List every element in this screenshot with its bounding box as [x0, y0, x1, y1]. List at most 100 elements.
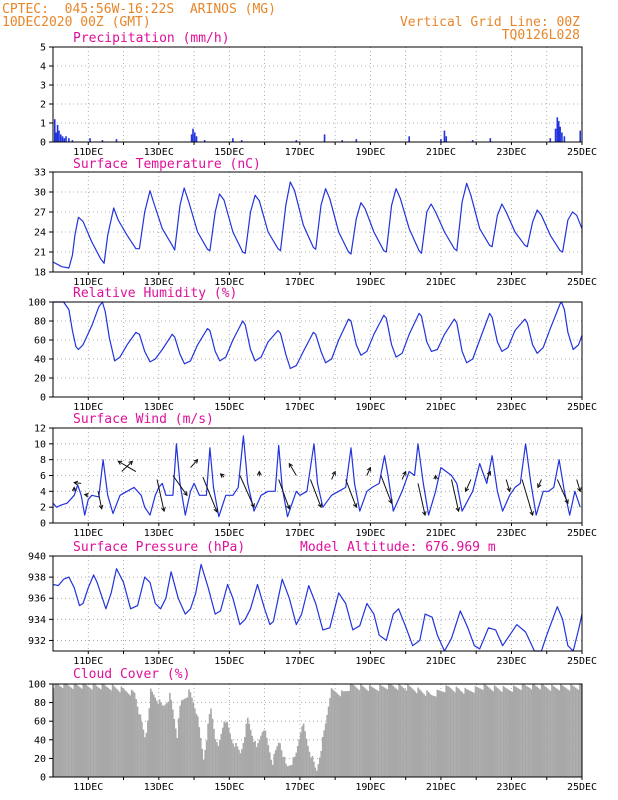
cloud-bar	[101, 684, 104, 777]
wind-arrow	[309, 479, 322, 508]
cloud-bar	[293, 756, 296, 777]
wind-arrow-head	[564, 499, 569, 505]
cloud-bar	[567, 689, 569, 777]
cloud-bar	[136, 706, 139, 777]
cloud-bar	[323, 730, 325, 777]
wind-arrow	[401, 471, 407, 480]
cloud-bar	[388, 684, 390, 777]
cloud-bar	[336, 693, 339, 777]
precip-frame	[52, 46, 583, 143]
cloud-bar	[305, 738, 308, 777]
cloud-bar	[211, 718, 214, 777]
cloud-bar	[166, 702, 168, 777]
wind-arrow	[156, 479, 165, 512]
cloud-bar	[505, 688, 508, 777]
press-series-line	[52, 563, 583, 652]
cloud-bar	[296, 746, 299, 777]
precip-bar	[554, 128, 557, 142]
cloud-bar	[352, 684, 355, 777]
cloud-bar	[188, 689, 190, 777]
cloud-ytick-label: 20	[34, 754, 46, 765]
cloud-bar	[329, 698, 331, 777]
cloud-bar	[579, 684, 581, 777]
cloud-bar	[511, 691, 514, 777]
wind-ytick-label: 4	[40, 487, 46, 498]
cloud-ytick-label: 80	[34, 698, 46, 709]
cloud-bar	[67, 685, 70, 777]
precip-bar	[192, 128, 194, 142]
wind-arrow-head	[577, 487, 582, 493]
precip-bar	[89, 138, 91, 142]
cloud-xtick-label: 17DEC	[285, 782, 315, 793]
cloud-bar	[197, 716, 199, 777]
cloud-bar	[564, 687, 566, 777]
press-ytick-label: 940	[28, 552, 46, 563]
cloud-bar	[55, 684, 58, 777]
cloud-bar	[576, 688, 578, 777]
precip-bar	[115, 139, 118, 142]
rh-xtick-label: 13DEC	[144, 402, 174, 413]
precip-bar	[579, 130, 582, 142]
cloud-bar	[80, 688, 83, 777]
temp-ytick-label: 21	[34, 248, 46, 259]
cloud-bar	[233, 746, 236, 777]
precip-bar	[65, 136, 67, 142]
cloud-bar	[69, 686, 71, 777]
wind-arrow	[202, 476, 218, 513]
cloud-bar	[392, 685, 395, 777]
cloud-bar	[161, 705, 164, 777]
cloud-bar	[202, 759, 205, 777]
cloud-bar	[210, 708, 212, 777]
cloud-bar	[426, 690, 428, 777]
cloud-bar	[285, 763, 287, 777]
cloud-bar	[244, 737, 246, 777]
cloud-bar	[433, 696, 436, 777]
cloud-bar	[214, 739, 217, 777]
precip-bar	[61, 136, 64, 142]
cloud-bar	[258, 739, 261, 777]
cloud-bar	[437, 690, 440, 777]
cloud-bar	[363, 687, 365, 777]
press-xtick-label: 25DEC	[567, 656, 597, 667]
cloud-bar	[440, 691, 443, 777]
cloud-bar	[183, 698, 186, 777]
rh-xtick-label: 19DEC	[355, 402, 385, 413]
cloud-bar	[504, 687, 506, 777]
precip-bar	[295, 140, 298, 142]
wind-arrow	[486, 471, 491, 480]
cloud-bar	[266, 737, 268, 777]
cloud-bar	[223, 721, 226, 777]
cloud-bar	[239, 753, 242, 777]
cloud-bar	[142, 729, 145, 777]
cloud-bar	[53, 688, 55, 777]
cloud-bar	[72, 688, 74, 777]
cloud-bar	[355, 687, 358, 777]
cloud-bar	[532, 684, 534, 777]
wind-arrow	[451, 479, 460, 512]
cloud-bar	[100, 689, 102, 777]
cloud-bar	[302, 723, 305, 777]
precip-xtick-label: 25DEC	[567, 147, 597, 158]
precip-bar	[68, 138, 70, 142]
cloud-bar	[396, 689, 399, 777]
cloud-bar	[241, 749, 243, 777]
rh-xtick-label: 23DEC	[496, 402, 526, 413]
cloud-bar	[60, 686, 62, 777]
cloud-bar	[88, 687, 90, 777]
cloud-xtick-label: 13DEC	[144, 782, 174, 793]
cloud-bar	[436, 689, 439, 777]
wind-ytick-label: 8	[40, 455, 46, 466]
cloud-bar	[461, 692, 464, 777]
cloud-bar	[91, 689, 93, 777]
cloud-bar	[501, 691, 503, 777]
cloud-bar	[204, 749, 206, 777]
cloud-bar	[176, 737, 179, 777]
cloud-bar	[207, 723, 209, 777]
cloud-bar	[179, 705, 181, 777]
cloud-bar	[427, 691, 430, 777]
cloud-bar	[208, 714, 211, 777]
cloud-bar	[177, 718, 180, 777]
cloud-bar	[123, 689, 126, 777]
precip-ytick-label: 4	[40, 62, 46, 73]
temp-xtick-label: 19DEC	[355, 277, 385, 288]
